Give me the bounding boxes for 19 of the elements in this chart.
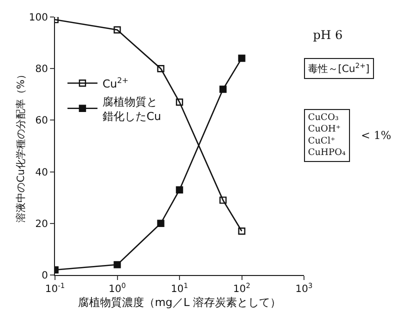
- text: CuCO₃ CuOH⁺ CuCl⁺ CuHPO₄: [308, 113, 346, 158]
- y-axis-title: 溶液中のCu化学種の分配率（%）: [14, 70, 27, 222]
- y-tick-label: 20: [35, 218, 48, 230]
- text: pH 6: [313, 28, 343, 42]
- legend-label: 腐植物質と錯化したCu: [102, 96, 162, 123]
- legend-label: Cu$^{2+}$: [102, 76, 128, 90]
- y-tick-label: 80: [35, 64, 48, 76]
- y-tick-label: 0: [42, 270, 48, 282]
- text: < 1%: [361, 129, 392, 142]
- y-tick-label: 100: [28, 12, 48, 24]
- x-tick-label: 10$^{1}$: [170, 282, 188, 295]
- x-tick-label: 10$^{0}$: [108, 282, 126, 295]
- x-tick-label: 10$^{-1}$: [45, 282, 65, 295]
- x-tick-label: 10$^{2}$: [233, 282, 250, 295]
- x-axis-title: 腐植物質濃度（mg／L 溶存炭素として）: [78, 296, 282, 310]
- y-tick-label: 40: [35, 167, 48, 178]
- y-tick-label: 60: [35, 116, 48, 127]
- text: 毒性～[Cu$^{2+}$]: [308, 62, 370, 76]
- x-tick-label: 10$^{3}$: [295, 282, 313, 295]
